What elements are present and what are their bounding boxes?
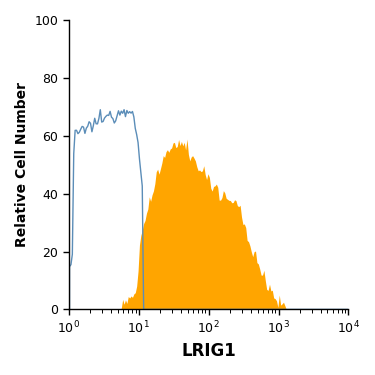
X-axis label: LRIG1: LRIG1 bbox=[181, 342, 236, 360]
Y-axis label: Relative Cell Number: Relative Cell Number bbox=[15, 82, 29, 247]
